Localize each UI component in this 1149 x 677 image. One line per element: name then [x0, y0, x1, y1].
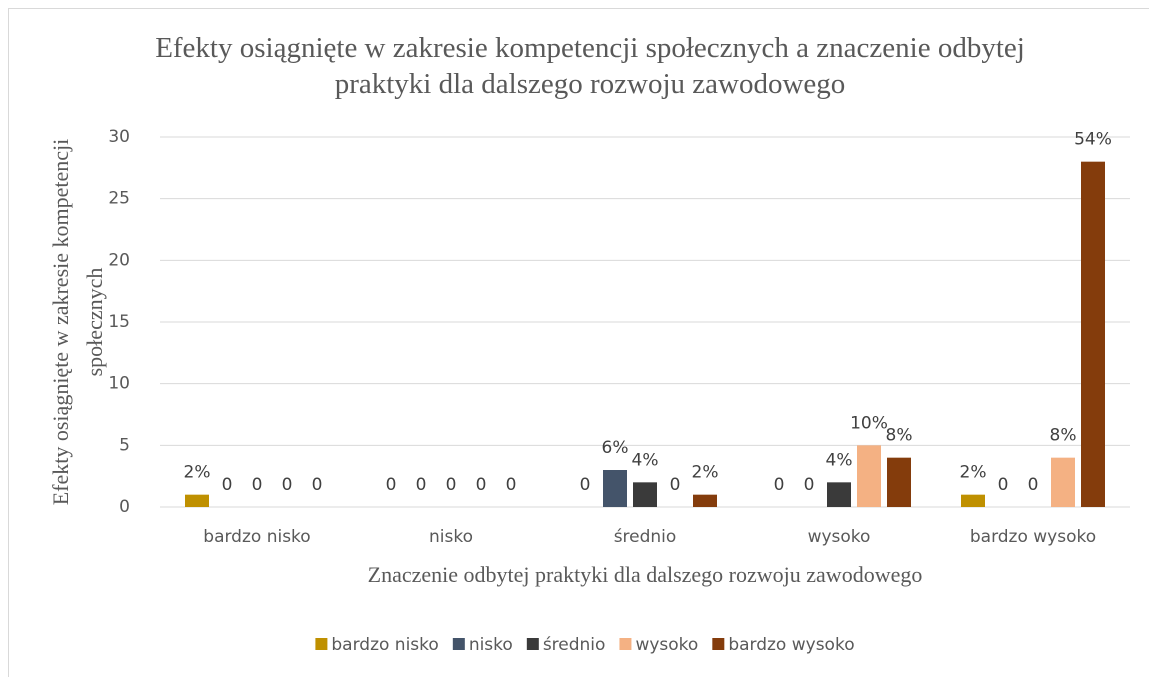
bar [1081, 161, 1105, 507]
legend-swatch [712, 638, 725, 650]
y-tick-label: 0 [119, 497, 130, 517]
data-label: 4% [632, 450, 659, 470]
chart-border [8, 8, 1149, 677]
legend-swatch [315, 638, 328, 650]
x-tick-label: bardzo nisko [203, 527, 310, 547]
bar [1051, 457, 1075, 507]
y-tick-label: 25 [108, 189, 130, 209]
data-label: 0 [222, 475, 233, 495]
y-axis-label: Efekty osiągnięte w zakresie kompetencji… [48, 138, 107, 506]
bar [961, 494, 985, 507]
data-label: 0 [476, 475, 487, 495]
data-label: 0 [670, 475, 681, 495]
data-label: 0 [282, 475, 293, 495]
data-label: 2% [692, 463, 719, 483]
data-label: 0 [804, 475, 815, 495]
data-label: 2% [960, 463, 987, 483]
data-label: 4% [826, 450, 853, 470]
data-label: 0 [506, 475, 517, 495]
y-tick-label: 20 [108, 250, 130, 270]
y-tick-label: 30 [108, 127, 130, 147]
bar [603, 470, 627, 507]
data-label: 0 [416, 475, 427, 495]
data-label: 8% [886, 426, 913, 446]
x-tick-label: bardzo wysoko [970, 527, 1096, 547]
data-label: 0 [446, 475, 457, 495]
legend-swatch [619, 638, 632, 650]
data-label: 0 [998, 475, 1009, 495]
bar [827, 482, 851, 507]
legend-swatch [526, 638, 539, 650]
legend-label: średnio [543, 635, 606, 655]
chart-title: Efekty osiągnięte w zakresie kompetencji… [155, 32, 1025, 100]
data-label: 0 [1028, 475, 1039, 495]
data-label: 0 [580, 475, 591, 495]
y-tick-label: 10 [108, 374, 130, 394]
legend-label: bardzo wysoko [728, 635, 854, 655]
data-label: 8% [1050, 426, 1077, 446]
bar [887, 457, 911, 507]
x-tick-label: średnio [614, 527, 677, 547]
legend-label: bardzo nisko [331, 635, 438, 655]
legend-label: wysoko [635, 635, 698, 655]
bar [857, 445, 881, 507]
data-label: 0 [252, 475, 263, 495]
legend-swatch [452, 638, 465, 650]
data-label: 0 [386, 475, 397, 495]
x-axis-label: Znaczenie odbytej praktyki dla dalszego … [367, 562, 923, 587]
legend-label: nisko [469, 635, 513, 655]
data-label: 0 [312, 475, 323, 495]
data-label: 2% [184, 463, 211, 483]
bar [633, 482, 657, 507]
bar [693, 494, 717, 507]
y-tick-label: 15 [108, 312, 130, 332]
x-tick-label: wysoko [808, 527, 871, 547]
data-label: 0 [774, 475, 785, 495]
x-tick-label: nisko [429, 527, 473, 547]
data-label: 10% [850, 413, 888, 433]
data-label: 6% [602, 438, 629, 458]
bar [185, 494, 209, 507]
y-tick-label: 5 [119, 435, 130, 455]
data-label: 54% [1074, 130, 1112, 150]
